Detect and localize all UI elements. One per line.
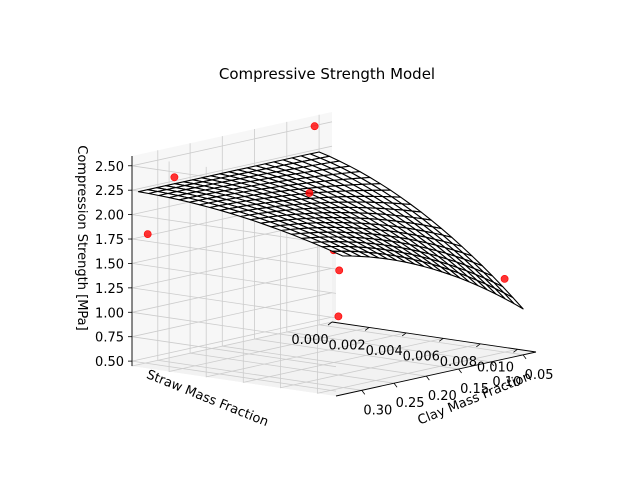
y-grid-line (279, 177, 481, 389)
y-grid-line (168, 161, 370, 372)
x-tick-label: 0.25 (396, 396, 425, 411)
y-tick-label: 0.006 (403, 349, 440, 364)
data-point (310, 122, 319, 131)
y-axis-line (331, 321, 537, 353)
x-tick-label: 0.10 (492, 375, 521, 390)
z-tick-label: 1.50 (95, 257, 124, 272)
y-tick-mark (439, 338, 444, 342)
data-point (335, 266, 344, 275)
data-point (143, 230, 152, 238)
chart-title: Compressive Strength Model (219, 65, 435, 83)
x-tick-mark (393, 382, 398, 388)
y-grid-line (205, 166, 407, 378)
x-tick-label: 0.15 (460, 382, 489, 397)
y-tick-mark (364, 327, 370, 331)
y-tick-mark (513, 348, 518, 353)
model-surface (137, 151, 524, 310)
y-tick-mark (401, 332, 407, 337)
x-tick-mark (361, 390, 366, 395)
axis-lines (131, 156, 537, 397)
x-tick-label: 0.20 (428, 389, 457, 404)
z-tick-label: 0.75 (95, 331, 124, 346)
x-axis-line (335, 351, 537, 397)
y-tick-label: 0.008 (440, 355, 477, 370)
surface-cell (331, 250, 353, 257)
x-tick-mark (458, 368, 462, 374)
y-grid-line (317, 183, 518, 394)
z-tick-label: 1.75 (95, 233, 124, 248)
x-tick-label: 0.05 (525, 368, 554, 383)
z-tick-label: 2.00 (95, 209, 124, 224)
x-tick-mark (490, 361, 495, 367)
data-point (305, 189, 314, 197)
y-tick-mark (327, 321, 333, 326)
data-point (170, 173, 179, 182)
x-tick-label: 0.30 (363, 403, 392, 418)
y-tick-mark (476, 343, 481, 348)
y-tick-label: 0.004 (366, 344, 403, 359)
z-tick-label: 1.25 (95, 282, 124, 297)
z-tick-label: 1.00 (95, 306, 124, 321)
y-tick-label: 0.000 (291, 333, 328, 348)
z-tick-label: 0.50 (95, 355, 124, 370)
y-grid-line (242, 172, 444, 383)
z-tick-label: 2.50 (95, 160, 124, 175)
tick-labels: 0.050.100.150.200.250.300.000 0.002 0.004 0… (95, 160, 554, 419)
x-tick-mark (522, 354, 527, 360)
y-tick-label: 0.010 (477, 360, 514, 375)
data-points-front (170, 122, 509, 283)
y-tick-label: 0.002 (328, 338, 365, 353)
z-tick-label: 2.25 (95, 184, 124, 199)
data-point (334, 312, 343, 321)
data-point (500, 274, 509, 283)
z-axis-label: Compression Strength [MPa] (74, 145, 89, 330)
x-tick-mark (426, 375, 430, 381)
